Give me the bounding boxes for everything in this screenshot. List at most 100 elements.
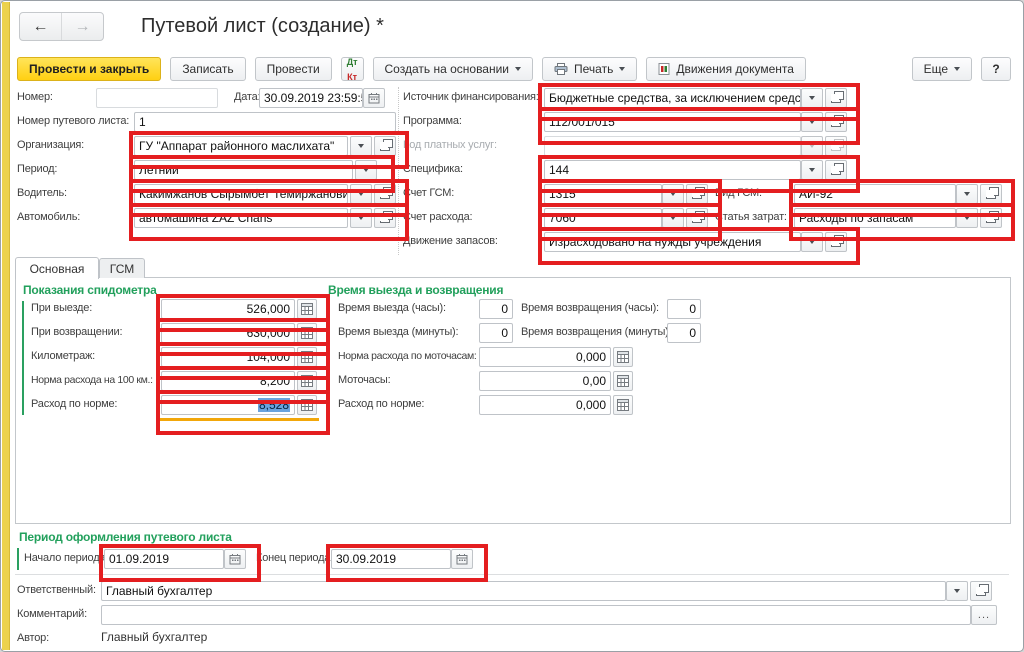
back-button[interactable]: ←: [20, 13, 61, 40]
engine-hours-norm-input[interactable]: 0,000: [479, 347, 611, 367]
vehicle-dropdown-button[interactable]: [350, 208, 372, 228]
specifics-input[interactable]: 144: [544, 160, 801, 180]
return-minutes-input[interactable]: 0: [667, 323, 701, 343]
paid-services-open-button[interactable]: [825, 136, 847, 156]
responsible-input[interactable]: Главный бухгалтер: [101, 581, 946, 601]
fuel-account-dropdown-button[interactable]: [662, 184, 684, 204]
funding-source-open-button[interactable]: [825, 88, 847, 108]
chevron-down-icon: [809, 168, 815, 172]
funding-source-input[interactable]: Бюджетные средства, за исключением средс…: [544, 88, 801, 108]
inventory-movement-open-button[interactable]: [825, 232, 847, 252]
label-date: Дата:: [234, 91, 261, 103]
at-departure-calc-button[interactable]: [297, 299, 317, 319]
save-button[interactable]: Записать: [170, 57, 246, 81]
organization-open-button[interactable]: [374, 136, 396, 156]
mileage-input[interactable]: 104,000: [161, 347, 295, 367]
program-input[interactable]: 112/001/015: [544, 112, 801, 132]
expense-account-open-button[interactable]: [686, 208, 708, 228]
expense-account-dropdown-button[interactable]: [662, 208, 684, 228]
fuel-type-dropdown-button[interactable]: [956, 184, 978, 204]
program-open-button[interactable]: [825, 112, 847, 132]
dtkt-postings-button[interactable]: Дт Кт: [340, 57, 364, 82]
selected-text: 8,528: [257, 398, 290, 412]
post-button[interactable]: Провести: [254, 57, 332, 81]
chevron-down-icon: [358, 216, 364, 220]
chevron-down-icon: [954, 589, 960, 593]
waybill-number-input[interactable]: 1: [134, 112, 396, 132]
driver-dropdown-button[interactable]: [350, 184, 372, 204]
driver-open-button[interactable]: [374, 184, 396, 204]
at-return-input[interactable]: 630,000: [161, 323, 295, 343]
engine-hours-input[interactable]: 0,00: [479, 371, 611, 391]
cost-item-input[interactable]: Расходы по запасам: [794, 208, 956, 228]
help-button[interactable]: ?: [981, 57, 1011, 81]
back-arrow-icon: ←: [32, 17, 49, 35]
period-input[interactable]: Летний: [134, 160, 353, 180]
label-return-hours: Время возвращения (часы):: [521, 302, 659, 314]
document-movements-button[interactable]: Движения документа: [646, 57, 806, 81]
fuel-type-input[interactable]: АИ-92: [794, 184, 956, 204]
period-end-calendar-button[interactable]: [451, 549, 473, 569]
open-icon: [986, 210, 999, 223]
date-calendar-button[interactable]: [363, 88, 385, 108]
forward-button[interactable]: →: [61, 13, 103, 40]
fuel-account-open-button[interactable]: [686, 184, 708, 204]
label-time-consumption-by-norm: Расход по норме:: [338, 398, 425, 410]
paid-services-dropdown-button[interactable]: [801, 136, 823, 156]
period-start-input[interactable]: 01.09.2019: [104, 549, 224, 569]
number-input[interactable]: [96, 88, 218, 108]
mileage-calc-button[interactable]: [297, 347, 317, 367]
funding-source-dropdown-button[interactable]: [801, 88, 823, 108]
cost-item-open-button[interactable]: [980, 208, 1002, 228]
cost-item-dropdown-button[interactable]: [956, 208, 978, 228]
engine-hours-norm-calc-button[interactable]: [613, 347, 633, 367]
at-return-calc-button[interactable]: [297, 323, 317, 343]
time-consumption-by-norm-input[interactable]: 0,000: [479, 395, 611, 415]
vehicle-open-button[interactable]: [374, 208, 396, 228]
responsible-dropdown-button[interactable]: [946, 581, 968, 601]
consumption-by-norm-calc-button[interactable]: [297, 395, 317, 415]
fuel-type-open-button[interactable]: [980, 184, 1002, 204]
label-inventory-movement: Движение запасов:: [403, 235, 498, 247]
inventory-movement-input[interactable]: Израсходовано на нужды учреждения: [544, 232, 801, 252]
consumption-per-100km-input[interactable]: 8,200: [161, 371, 295, 391]
section-title-speedometer: Показания спидометра: [23, 283, 157, 297]
paid-services-code-input[interactable]: [544, 136, 801, 156]
departure-hours-input[interactable]: 0: [479, 299, 513, 319]
period-end-input[interactable]: 30.09.2019: [331, 549, 451, 569]
inventory-movement-dropdown-button[interactable]: [801, 232, 823, 252]
comment-more-button[interactable]: ...: [971, 605, 997, 625]
post-and-close-button[interactable]: Провести и закрыть: [17, 57, 162, 81]
specifics-open-button[interactable]: [825, 160, 847, 180]
tab-gsm[interactable]: ГСМ: [99, 258, 145, 278]
period-dropdown-button[interactable]: [355, 160, 377, 180]
time-consumption-calc-button[interactable]: [613, 395, 633, 415]
responsible-open-button[interactable]: [970, 581, 992, 601]
print-button[interactable]: Печать: [542, 57, 638, 81]
organization-dropdown-button[interactable]: [350, 136, 372, 156]
create-based-on-button[interactable]: Создать на основании: [372, 57, 534, 81]
vehicle-input[interactable]: автомашина ZAZ Chans: [134, 208, 348, 228]
toolbar: Провести и закрыть Записать Провести Дт …: [17, 56, 1011, 82]
chevron-down-icon: [964, 216, 970, 220]
departure-minutes-input[interactable]: 0: [479, 323, 513, 343]
calculator-icon: [301, 399, 313, 411]
program-dropdown-button[interactable]: [801, 112, 823, 132]
fuel-account-input[interactable]: 1315: [544, 184, 662, 204]
driver-input[interactable]: Какимжанов Сырымбет Темиржанович: [134, 184, 348, 204]
specifics-dropdown-button[interactable]: [801, 160, 823, 180]
comment-input[interactable]: [101, 605, 971, 625]
tab-main[interactable]: Основная: [15, 257, 99, 279]
consumption-by-norm-input[interactable]: 8,528: [161, 395, 295, 415]
organization-input[interactable]: ГУ "Аппарат районного маслихата": [134, 136, 348, 156]
engine-hours-calc-button[interactable]: [613, 371, 633, 391]
more-button[interactable]: Еще: [911, 57, 972, 81]
date-input[interactable]: 30.09.2019 23:59:59: [259, 88, 363, 108]
label-expense-account: Счет расхода:: [403, 211, 473, 223]
at-departure-input[interactable]: 526,000: [161, 299, 295, 319]
consumption-per-100km-calc-button[interactable]: [297, 371, 317, 391]
return-hours-input[interactable]: 0: [667, 299, 701, 319]
period-start-calendar-button[interactable]: [224, 549, 246, 569]
expense-account-input[interactable]: 7060: [544, 208, 662, 228]
label-engine-hours: Моточасы:: [338, 374, 391, 386]
